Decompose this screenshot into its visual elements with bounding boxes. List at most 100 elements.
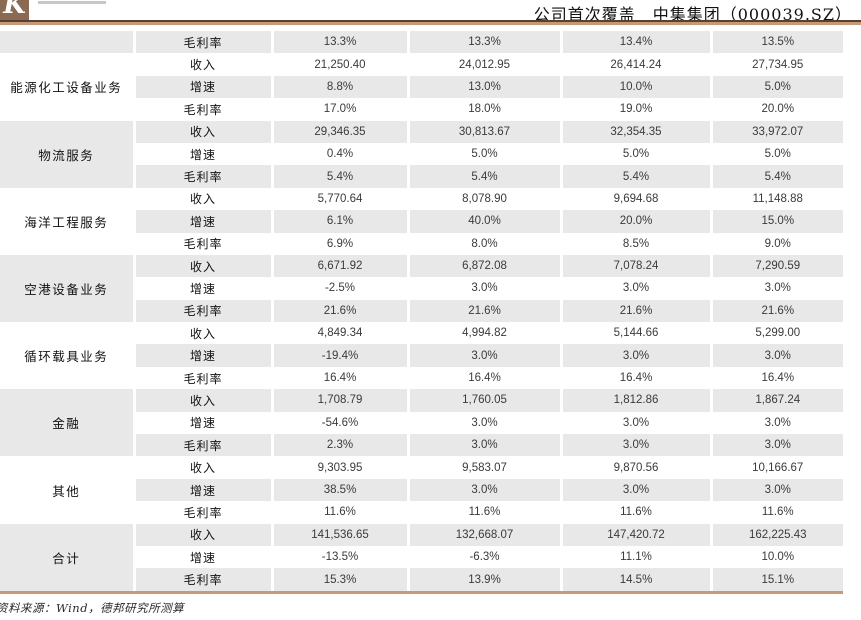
value-cell: 17.0% xyxy=(270,98,408,121)
metric-cell: 收入 xyxy=(132,120,272,143)
value-cell: 11.6% xyxy=(709,501,843,524)
brand-logo-glyph: K xyxy=(3,0,26,20)
value-cell: 10.0% xyxy=(709,545,843,569)
value-cell: 5,299.00 xyxy=(709,322,843,345)
value-cell: 8.8% xyxy=(270,75,408,99)
value-cell: 6.1% xyxy=(270,210,408,233)
metric-cell: 增速 xyxy=(132,142,272,166)
metric-cell: 增速 xyxy=(132,545,272,569)
metric-cell: 毛利率 xyxy=(132,98,272,121)
value-cell: 4,994.82 xyxy=(406,322,561,345)
table-row: 毛利率 21.6% 21.6% 21.6% 21.6% xyxy=(0,299,843,323)
value-cell: 3.0% xyxy=(559,344,711,367)
value-cell: 15.1% xyxy=(709,568,843,594)
value-cell: 9,303.95 xyxy=(270,456,408,479)
metric-cell: 收入 xyxy=(132,254,272,278)
value-cell: 6.9% xyxy=(270,232,408,255)
table-row: 毛利率 11.6% 11.6% 11.6% 11.6% xyxy=(0,501,843,524)
metric-cell: 收入 xyxy=(132,456,272,479)
table-row: 增速 8.8% 13.0% 10.0% 5.0% xyxy=(0,75,843,99)
value-cell: 21.6% xyxy=(559,299,711,323)
value-cell: 3.0% xyxy=(559,478,711,502)
value-cell: 0.4% xyxy=(270,142,408,166)
value-cell: 3.0% xyxy=(709,277,843,300)
segment-cell: 空港设备业务 xyxy=(0,254,134,323)
value-cell: -54.6% xyxy=(270,411,408,435)
value-cell: 1,708.79 xyxy=(270,389,408,412)
table-row: 其他 收入 9,303.95 9,583.07 9,870.56 10,166.… xyxy=(0,456,843,499)
value-cell: 7,290.59 xyxy=(709,254,843,278)
value-cell: 18.0% xyxy=(406,98,561,121)
table-row: 增速 -54.6% 3.0% 3.0% 3.0% xyxy=(0,411,843,435)
value-cell: 9,694.68 xyxy=(559,187,711,211)
value-cell: 7,078.24 xyxy=(559,254,711,278)
table-row: 循环载具业务 收入 4,849.34 4,994.82 5,144.66 5,2… xyxy=(0,322,843,364)
value-cell: 13.3% xyxy=(406,31,561,54)
metric-cell: 毛利率 xyxy=(132,299,272,323)
metric-cell: 毛利率 xyxy=(132,501,272,524)
value-cell: 21.6% xyxy=(406,299,561,323)
value-cell: 5.4% xyxy=(270,165,408,188)
report-header: K 公司首次覆盖 中集集团（000039.SZ） xyxy=(0,0,861,31)
value-cell: 5.4% xyxy=(406,165,561,188)
value-cell: 6,872.08 xyxy=(406,254,561,278)
value-cell: 30,813.67 xyxy=(406,120,561,143)
value-cell: 5,770.64 xyxy=(270,187,408,211)
metric-cell: 增速 xyxy=(132,411,272,435)
value-cell: 40.0% xyxy=(406,210,561,233)
table-row: 增速 -19.4% 3.0% 3.0% 3.0% xyxy=(0,344,843,367)
value-cell: 38.5% xyxy=(270,478,408,502)
value-cell: 3.0% xyxy=(406,344,561,367)
table-row: 增速 -13.5% -6.3% 11.1% 10.0% xyxy=(0,545,843,569)
table-row: 毛利率 2.3% 3.0% 3.0% 3.0% xyxy=(0,434,843,457)
value-cell: 4,849.34 xyxy=(270,322,408,345)
value-cell: 27,734.95 xyxy=(709,53,843,76)
table-row: 毛利率 17.0% 18.0% 19.0% 20.0% xyxy=(0,98,843,121)
value-cell: 13.9% xyxy=(406,568,561,594)
value-cell: 3.0% xyxy=(709,344,843,367)
value-cell: 26,414.24 xyxy=(559,53,711,76)
value-cell: 11.1% xyxy=(559,545,711,569)
metric-cell: 收入 xyxy=(132,389,272,412)
value-cell: 32,354.35 xyxy=(559,120,711,143)
value-cell: 13.3% xyxy=(270,31,408,54)
value-cell: 3.0% xyxy=(406,277,561,300)
value-cell: 3.0% xyxy=(559,434,711,457)
table-row: 毛利率 15.3% 13.9% 14.5% 15.1% xyxy=(0,568,843,594)
value-cell: 9,583.07 xyxy=(406,456,561,479)
metric-cell: 增速 xyxy=(132,478,272,502)
table-row: 毛利率 6.9% 8.0% 8.5% 9.0% xyxy=(0,232,843,255)
value-cell: 16.4% xyxy=(270,366,408,390)
value-cell: 162,225.43 xyxy=(709,523,843,546)
metric-cell: 毛利率 xyxy=(132,31,272,54)
table-row: 金融 收入 1,708.79 1,760.05 1,812.86 1,867.2… xyxy=(0,389,843,457)
value-cell: 24,012.95 xyxy=(406,53,561,76)
table-row: 增速 6.1% 40.0% 20.0% 15.0% xyxy=(0,210,843,233)
value-cell: 19.0% xyxy=(559,98,711,121)
segment-forecast-table: 毛利率 13.3% 13.3% 13.4% 13.5% 能源化工设备业务 收入 … xyxy=(0,31,843,594)
metric-cell: 增速 xyxy=(132,344,272,367)
value-cell: -2.5% xyxy=(270,277,408,300)
value-cell: 3.0% xyxy=(709,478,843,502)
value-cell: 13.4% xyxy=(559,31,711,54)
value-cell: 5,144.66 xyxy=(559,322,711,345)
metric-cell: 增速 xyxy=(132,75,272,99)
table-row: 毛利率 16.4% 16.4% 16.4% 16.4% xyxy=(0,366,843,390)
logo-tagline xyxy=(38,1,106,4)
value-cell: 3.0% xyxy=(559,277,711,300)
table-row: 增速 0.4% 5.0% 5.0% 5.0% xyxy=(0,142,843,166)
page-title: 公司首次覆盖 中集集团（000039.SZ） xyxy=(533,5,852,24)
value-cell: 33,972.07 xyxy=(709,120,843,143)
brand-logo: K xyxy=(0,0,29,20)
value-cell: 3.0% xyxy=(406,478,561,502)
metric-cell: 收入 xyxy=(132,322,272,345)
value-cell: 21,250.40 xyxy=(270,53,408,76)
value-cell: 10.0% xyxy=(559,75,711,99)
table-row: 毛利率 13.3% 13.3% 13.4% 13.5% xyxy=(0,31,843,54)
table-row: 物流服务 收入 29,346.35 30,813.67 32,354.35 33… xyxy=(0,120,843,188)
value-cell: 5.4% xyxy=(559,165,711,188)
value-cell: 16.4% xyxy=(406,366,561,390)
value-cell: 3.0% xyxy=(406,434,561,457)
value-cell: 1,867.24 xyxy=(709,389,843,412)
segment-cell: 其他 xyxy=(52,483,81,499)
